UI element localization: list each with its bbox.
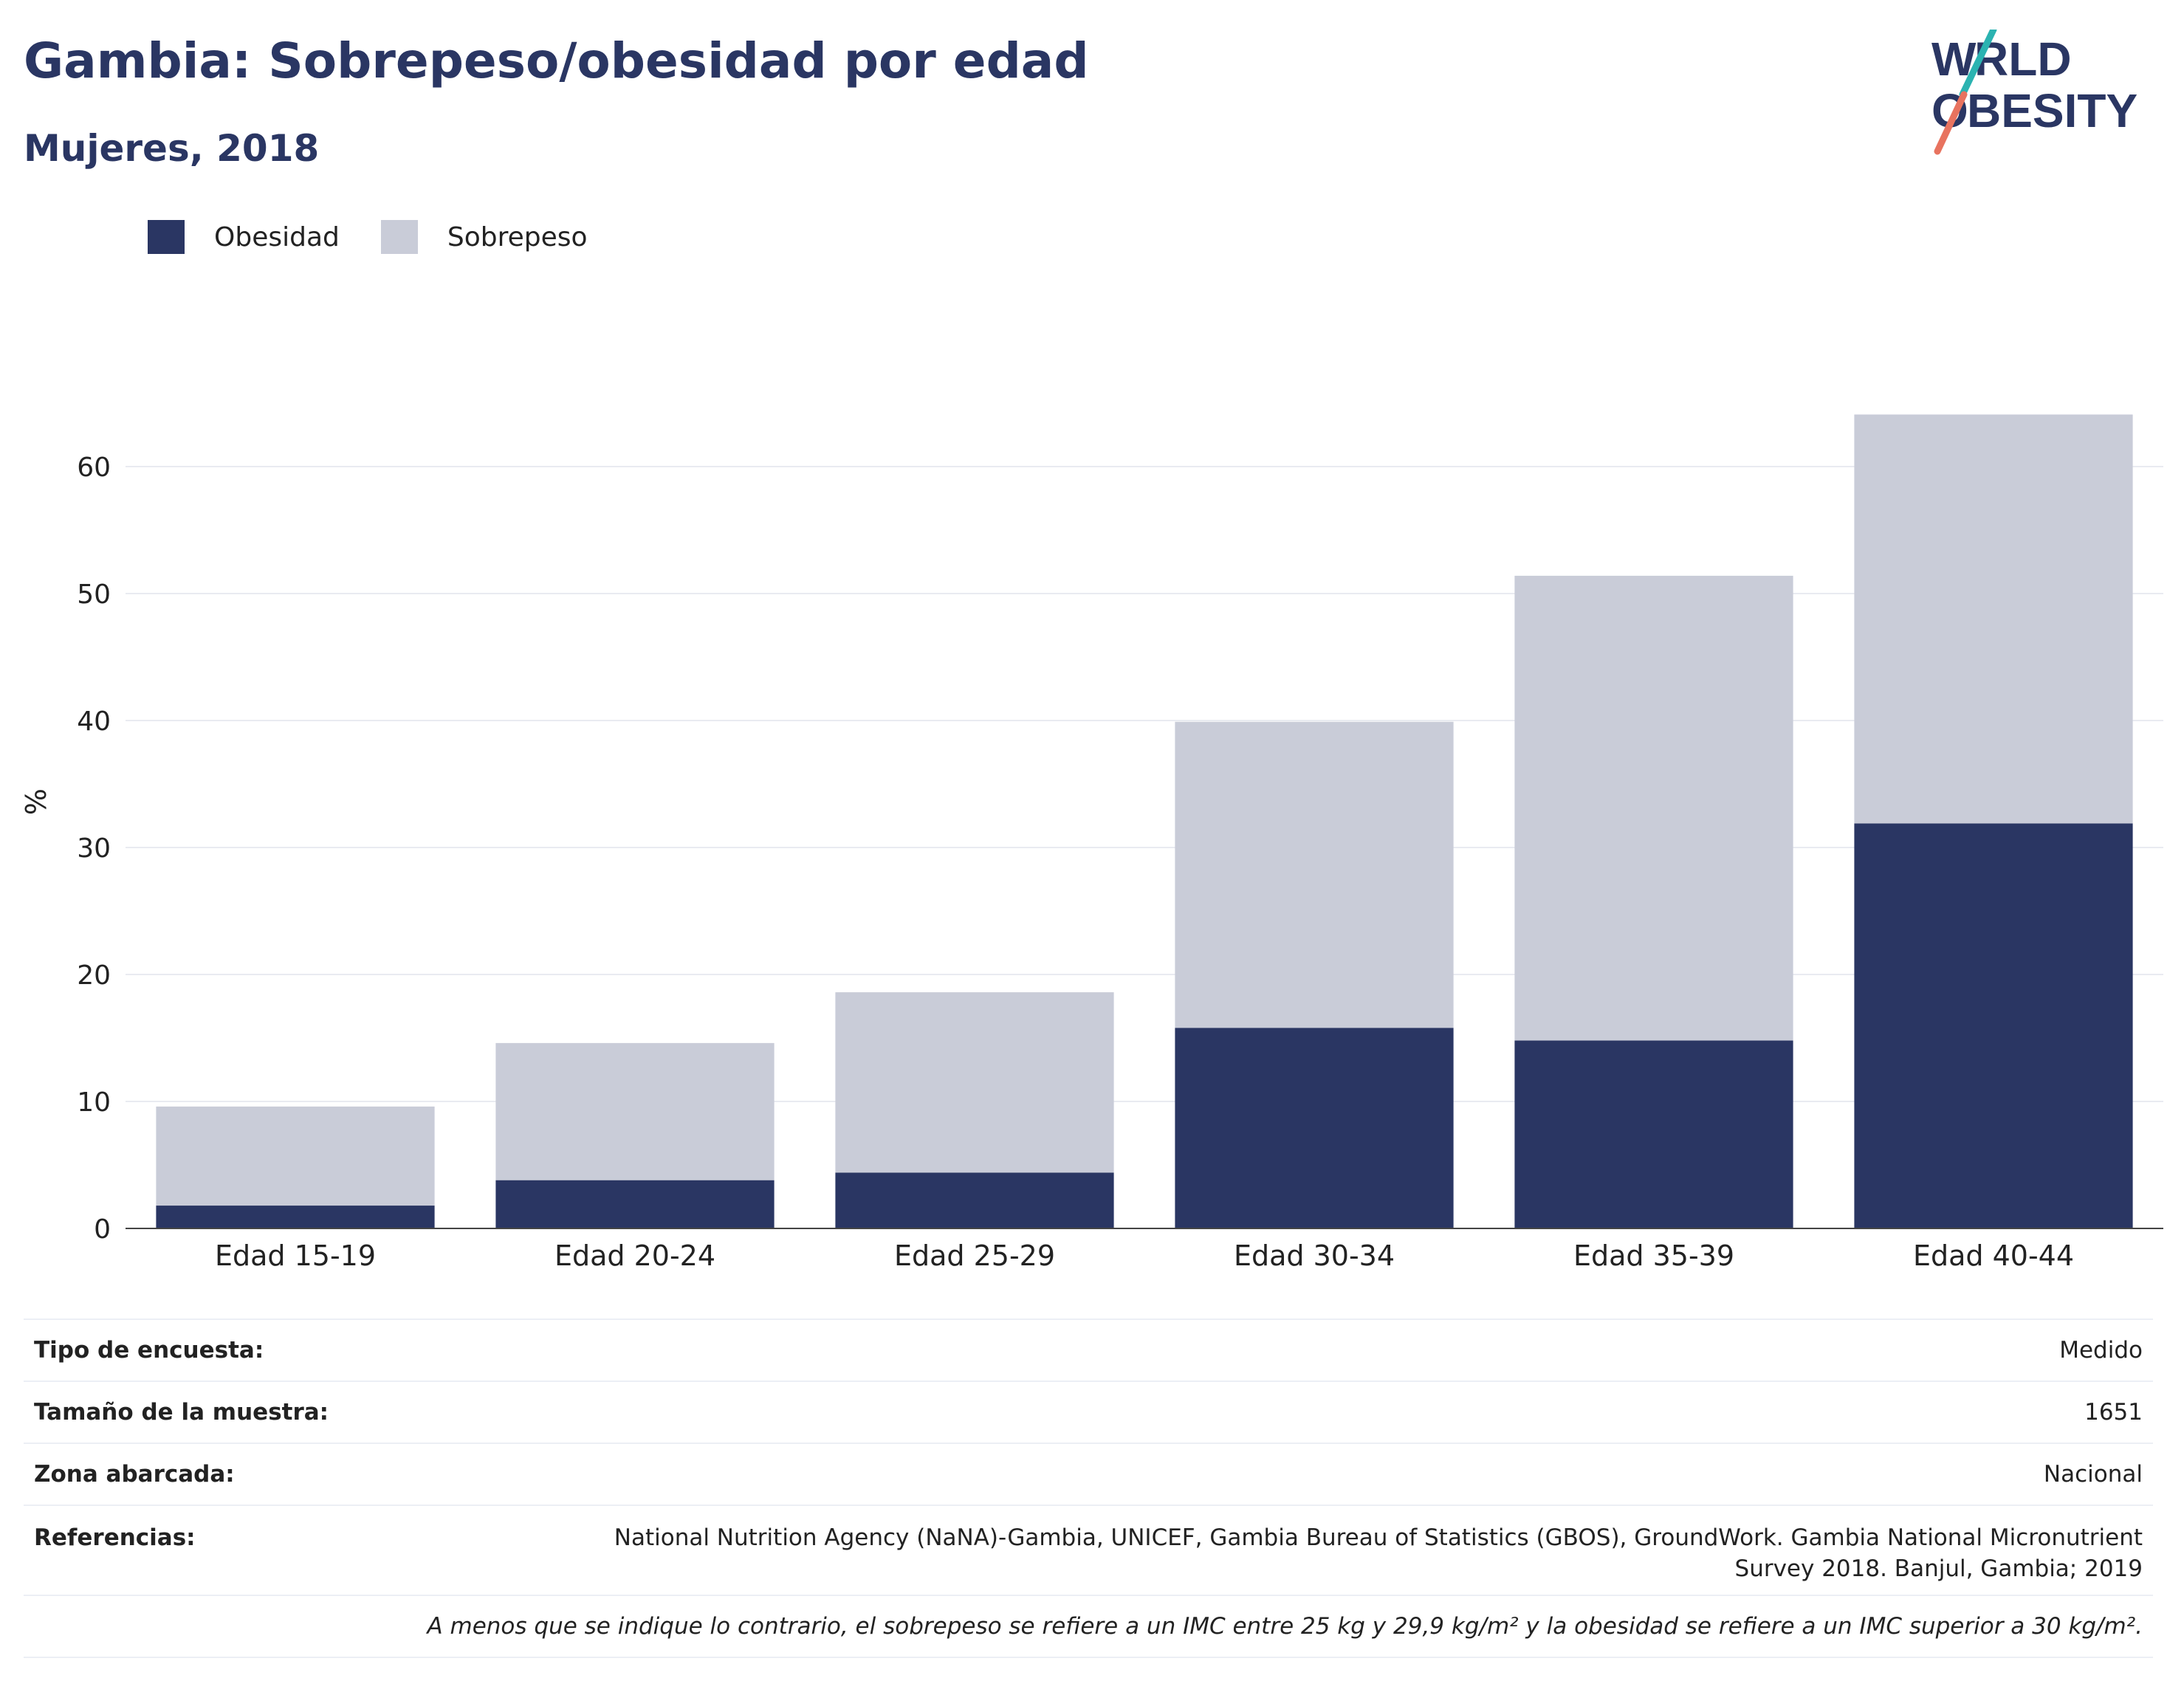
y-tick-label: 0 [94, 1214, 111, 1245]
svg-text:BESITY: BESITY [1967, 84, 2137, 137]
info-value: Medido [2059, 1337, 2143, 1364]
definition-note: A menos que se indique lo contrario, el … [24, 1595, 2153, 1658]
y-tick-label: 20 [77, 960, 111, 991]
survey-info-table: Tipo de encuesta: Medido Tamaño de la mu… [24, 1318, 2153, 1658]
info-row-references: Referencias: National Nutrition Agency (… [24, 1505, 2153, 1595]
chart-subtitle: Mujeres, 2018 [24, 127, 320, 170]
chart-legend: Obesidad Sobrepeso [148, 220, 629, 254]
x-tick-label: Edad 20-24 [554, 1240, 715, 1272]
legend-label-sobrepeso: Sobrepeso [447, 221, 588, 252]
info-value: Nacional [2043, 1461, 2143, 1488]
reference-line-1: National Nutrition Agency (NaNA)-Gambia,… [614, 1524, 2143, 1551]
bar-obesidad [1514, 1040, 1793, 1228]
bar-sobrepeso [495, 1042, 775, 1180]
x-tick-label: Edad 40-44 [1913, 1240, 2074, 1272]
y-tick-label: 10 [77, 1087, 111, 1118]
bar-obesidad [1175, 1028, 1454, 1228]
y-tick-label: 30 [77, 833, 111, 864]
bar-obesidad [1854, 823, 2133, 1228]
bar-sobrepeso [1514, 575, 1793, 1041]
chart-title: Gambia: Sobrepeso/obesidad por edad [24, 32, 1089, 89]
bar-sobrepeso [1854, 414, 2133, 824]
bar-chart: 0 10 20 30 40 50 60% Edad 15-19 Edad 20-24 Edad 2… [20, 414, 2163, 1272]
bar-obesidad [156, 1206, 435, 1228]
bar-sobrepeso [1175, 721, 1454, 1028]
info-label: Tamaño de la muestra: [34, 1399, 329, 1426]
info-value: National Nutrition Agency (NaNA)-Gambia,… [614, 1522, 2143, 1584]
x-tick-label: Edad 30-34 [1234, 1240, 1395, 1272]
y-tick-label: 50 [77, 580, 111, 610]
x-tick-label: Edad 35-39 [1573, 1240, 1734, 1272]
info-row-sample-size: Tamaño de la muestra: 1651 [24, 1381, 2153, 1443]
reference-line-2: Survey 2018. Banjul, Gambia; 2019 [1734, 1555, 2143, 1582]
info-value: 1651 [2084, 1399, 2143, 1426]
world-obesity-logo: W RLD O BESITY [1931, 30, 2137, 155]
bar-sobrepeso [156, 1106, 435, 1206]
y-axis-title: % [20, 788, 52, 815]
y-tick-label: 40 [77, 706, 111, 737]
bar-sobrepeso [835, 992, 1114, 1173]
info-label: Zona abarcada: [34, 1461, 235, 1488]
info-row-survey-type: Tipo de encuesta: Medido [24, 1318, 2153, 1381]
bar-obesidad [835, 1172, 1114, 1228]
info-label: Referencias: [34, 1524, 196, 1551]
bar-obesidad [495, 1180, 775, 1228]
x-tick-label: Edad 25-29 [894, 1240, 1055, 1272]
y-tick-label: 60 [77, 453, 111, 483]
legend-swatch-sobrepeso [380, 220, 418, 254]
x-tick-label: Edad 15-19 [215, 1240, 376, 1272]
info-label: Tipo de encuesta: [34, 1337, 264, 1364]
legend-swatch-obesidad [148, 220, 185, 254]
legend-item-sobrepeso: Sobrepeso [380, 220, 588, 254]
legend-item-obesidad: Obesidad [148, 220, 340, 254]
info-row-area: Zona abarcada: Nacional [24, 1443, 2153, 1505]
legend-label-obesidad: Obesidad [214, 221, 340, 252]
